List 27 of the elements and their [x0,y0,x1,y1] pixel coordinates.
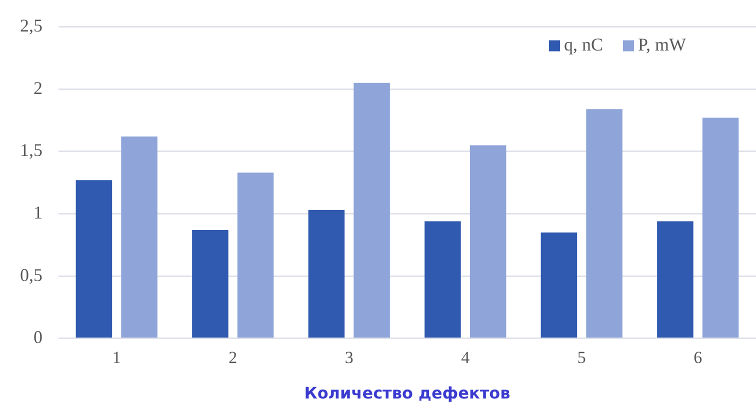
bar [237,172,274,338]
bar [121,136,158,338]
bar [470,145,506,338]
bar [702,118,739,338]
y-tick-label: 2 [34,78,42,98]
x-tick-label: 4 [461,348,470,368]
y-tick-label: 1,5 [20,140,42,160]
y-tick-label: 0,5 [20,264,42,285]
bar [192,230,228,338]
x-tick-label: 6 [694,348,702,368]
bar [586,109,622,338]
bar [540,232,578,338]
y-tick-label: 1 [34,202,42,222]
bar [354,82,390,338]
x-tick-label: 5 [577,348,586,368]
legend-label: P, mW [638,34,686,55]
x-axis-title: Количество дефектов [304,384,510,403]
y-tick-label: 2,5 [20,16,42,36]
bar [657,221,694,338]
x-tick-label: 1 [112,348,121,368]
bar [424,221,461,338]
bar [308,210,345,338]
y-tick-label: 0 [34,327,42,348]
x-tick-label: 2 [228,348,238,368]
legend-label: q, nC [564,34,604,55]
bar [76,180,112,338]
x-tick-label: 3 [344,348,354,368]
